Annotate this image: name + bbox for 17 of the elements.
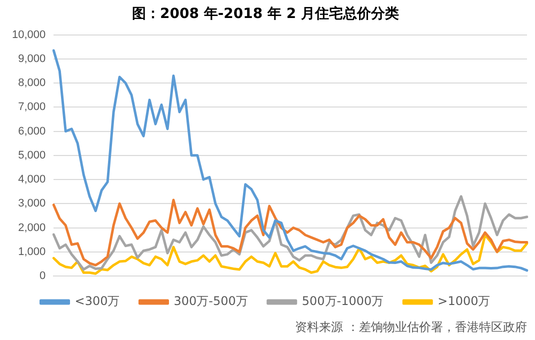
y-tick-label: 5,000 [18, 149, 46, 162]
y-tick-label: 3,000 [18, 198, 46, 210]
y-tick-label: 0 [40, 270, 46, 282]
y-tick-label: 2,000 [18, 222, 46, 234]
y-tick-label: 4,000 [18, 174, 46, 186]
y-tick-label: 1,000 [18, 246, 46, 258]
y-tick-label: 7,000 [18, 101, 46, 114]
y-tick-label: 8,000 [18, 77, 46, 90]
y-tick-label: 6,000 [18, 125, 46, 138]
chart-title: 图：2008 年-2018 年 2 月住宅总价分类 [132, 5, 399, 22]
y-tick-label: 10,000 [12, 28, 46, 41]
y-tick-label: 9,000 [18, 52, 46, 65]
legend-label: <300万 [74, 294, 120, 308]
text: 资料来源 ：差饷物业估价署，香港特区政府 [295, 319, 527, 336]
legend-label: 500万-1000万 [302, 294, 384, 308]
legend-label: >1000万 [438, 294, 490, 308]
legend-label: 300万-500万 [174, 294, 248, 308]
